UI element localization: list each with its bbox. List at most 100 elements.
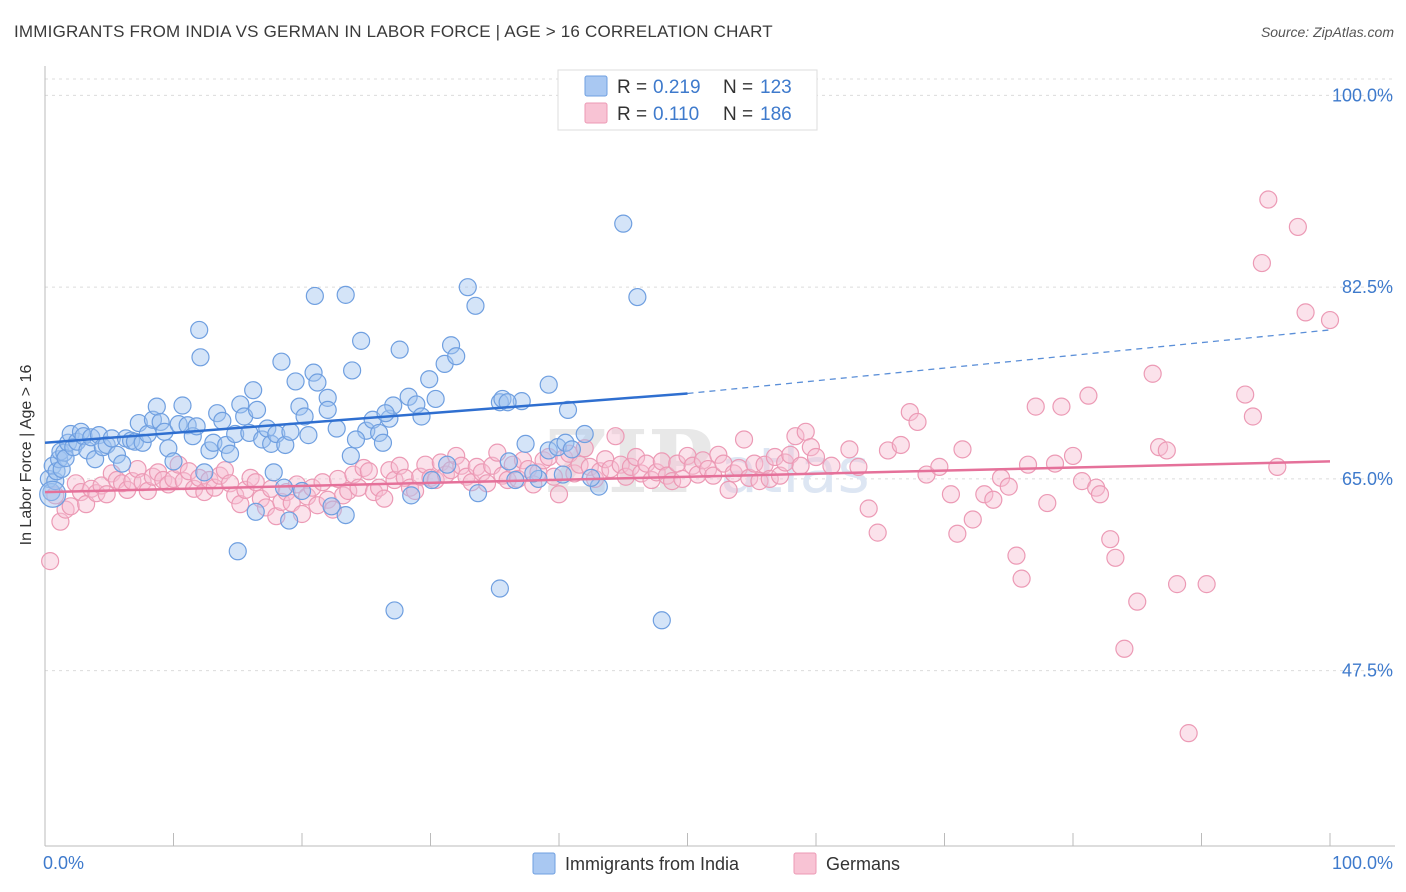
india-point xyxy=(341,446,360,466)
germans-point xyxy=(51,512,70,531)
bottom-legend-label-india: Immigrants from India xyxy=(565,854,740,874)
germans-point xyxy=(652,452,671,471)
germans-point xyxy=(1090,485,1110,504)
germans-point xyxy=(303,478,322,497)
germans-point xyxy=(688,465,707,484)
germans-point xyxy=(210,466,229,485)
india-point xyxy=(322,497,341,516)
india-point xyxy=(441,336,461,355)
germans-point xyxy=(1157,441,1176,460)
axes xyxy=(44,66,1395,847)
india-point xyxy=(286,372,305,391)
germans-point xyxy=(621,457,641,476)
india-point xyxy=(247,400,267,420)
india-point xyxy=(420,370,439,389)
germans-point xyxy=(97,485,116,504)
india-point xyxy=(281,422,300,441)
germans-point xyxy=(467,457,486,476)
india-point xyxy=(151,412,170,432)
germans-point xyxy=(380,461,399,480)
india-point xyxy=(562,440,581,459)
germans-point xyxy=(1052,397,1071,416)
india-point xyxy=(539,375,558,394)
india-point xyxy=(499,452,518,471)
germans-point xyxy=(1128,592,1147,611)
y-tick-label: 82.5% xyxy=(1342,277,1393,297)
germans-point xyxy=(908,412,927,432)
germans-point xyxy=(616,467,635,486)
germans-point xyxy=(395,468,414,487)
india-point xyxy=(407,395,426,414)
germans-point xyxy=(657,466,677,485)
india-trend-line xyxy=(44,392,688,445)
india-point xyxy=(213,411,232,430)
germans-point xyxy=(349,478,368,497)
india-point xyxy=(385,601,404,620)
india-point xyxy=(173,396,192,415)
india-point xyxy=(308,373,327,392)
germans-point xyxy=(806,447,826,467)
india-point xyxy=(343,361,362,380)
y-tick-label: 65.0% xyxy=(1342,469,1393,489)
germans-point xyxy=(849,457,868,476)
india-point xyxy=(370,423,389,443)
germans-point xyxy=(606,427,625,446)
germans-point xyxy=(1167,575,1187,594)
tick-labels: 100.0% 82.5% 65.0% 47.5% 0.0% 100.0% xyxy=(43,85,1393,873)
india-point xyxy=(399,387,418,406)
germans-point xyxy=(354,458,373,478)
india-point xyxy=(231,395,250,414)
germans-point xyxy=(1106,548,1125,567)
india-point xyxy=(299,426,318,445)
germans-point xyxy=(868,523,887,542)
germans-point xyxy=(1007,546,1026,565)
india-point xyxy=(346,430,366,449)
india-point xyxy=(304,363,323,382)
germans-point xyxy=(375,489,394,508)
india-point xyxy=(575,424,594,444)
germans-point xyxy=(975,485,994,504)
germans-point xyxy=(452,456,471,475)
legend-r-label-india: R = xyxy=(617,77,647,98)
germans-point xyxy=(840,440,859,459)
legend-r-value-germans: 0.110 xyxy=(653,104,699,125)
germans-point xyxy=(1252,253,1271,273)
germans-point xyxy=(1038,493,1057,513)
germans-point xyxy=(1115,639,1134,658)
india-point xyxy=(402,486,421,505)
germans-point xyxy=(719,480,738,499)
germans-point xyxy=(1045,454,1065,473)
germans-point xyxy=(683,456,702,475)
india-point xyxy=(468,484,488,503)
india-point xyxy=(373,433,393,452)
gridlines xyxy=(45,78,1395,672)
bottom-legend: Immigrants from India Germans xyxy=(532,852,900,875)
germans-point xyxy=(786,427,805,446)
germans-point xyxy=(999,477,1018,496)
india-point xyxy=(426,389,445,409)
source-label: Source: ZipAtlas.com xyxy=(1260,24,1394,40)
germans-point xyxy=(953,440,972,459)
germans-point xyxy=(179,462,199,481)
germans-point xyxy=(765,447,784,467)
india-point xyxy=(246,502,265,521)
germans-point xyxy=(734,430,754,449)
india-point xyxy=(305,286,324,306)
india-point xyxy=(264,463,283,482)
india-point xyxy=(458,278,477,297)
germans-point xyxy=(709,445,728,464)
germans-point xyxy=(801,438,820,457)
germans-point xyxy=(534,451,553,470)
germans-point xyxy=(426,470,445,490)
india-point xyxy=(652,611,671,630)
germans-point xyxy=(339,481,358,501)
germans-point xyxy=(575,439,594,458)
chart-title: IMMIGRANTS FROM INDIA VS GERMAN IN LABOR… xyxy=(14,22,773,41)
india-point xyxy=(422,470,441,490)
india-point xyxy=(438,455,457,474)
y-tick-label: 100.0% xyxy=(1332,85,1393,105)
germans-point xyxy=(359,462,378,481)
india-point xyxy=(39,480,67,508)
legend-n-value-india: 123 xyxy=(760,77,792,98)
